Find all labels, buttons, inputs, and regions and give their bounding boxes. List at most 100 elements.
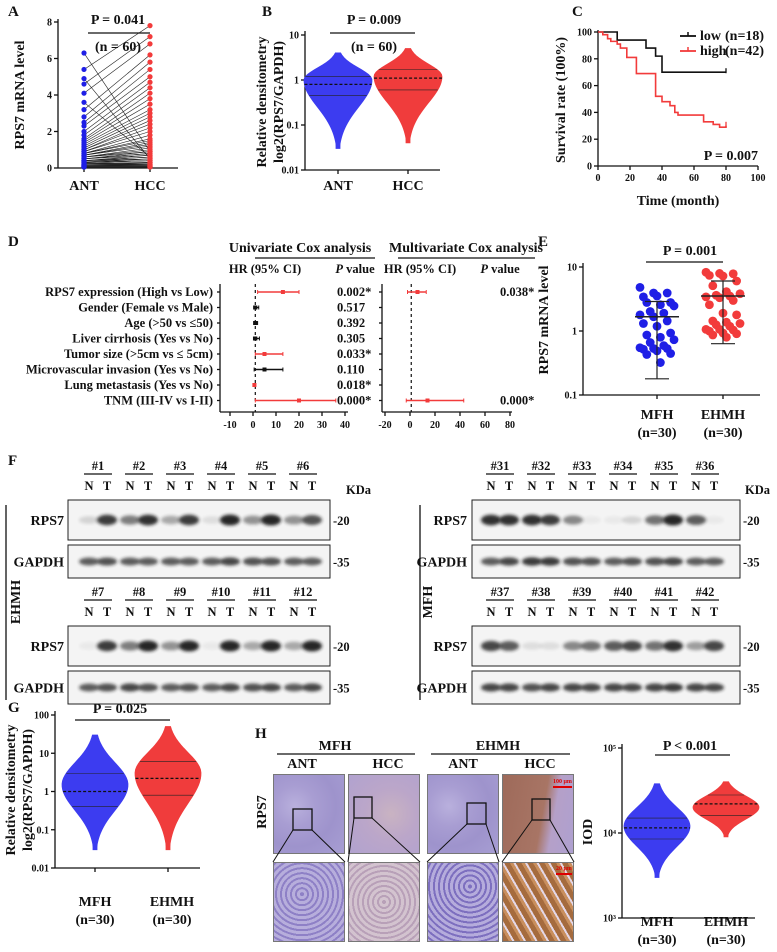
kda-label-left: KDa [346,483,372,497]
panel-c-y-tick-label: 40 [582,108,592,119]
data-point-mfh [669,335,679,345]
data-point-hcc [147,117,153,124]
panel-h-xlabel-mfh: MFH [641,915,674,930]
data-point-ehmh [705,300,714,310]
panel-b-ylabel-2: log2(RPS7/GAPDH) [272,41,287,163]
univariate-p-value: 0.033* [337,347,371,361]
blot-band [645,641,665,651]
blot-band [540,683,560,692]
pair-line [83,81,151,132]
panel-h-ylabel: IOD [581,819,596,845]
blot-band [261,557,281,566]
blot-band [202,683,222,692]
p-italic: P [480,262,488,276]
pair-line [83,109,151,145]
data-point-hcc [147,90,153,96]
legend-high-n: (n=42) [725,44,764,59]
ihc-image-mfh-ant [273,774,345,854]
data-point-ehmh [732,329,741,339]
blot-band [243,641,263,651]
panel-a-y-tick-label: 6 [47,54,52,65]
blot-band [481,557,501,566]
blot-band [120,641,140,651]
p-value-word: value [488,262,520,276]
panel-e-xsub-mfh: (n=30) [637,426,676,441]
panel-g-ylabel-2: log2(RPS7/GAPDH) [21,729,36,851]
data-point-mfh [656,358,665,367]
lane-label-n: N [568,605,577,619]
blot-band [302,515,322,525]
violin-ehmh [692,781,760,838]
data-point-ant [81,123,87,129]
pair-line [83,43,151,94]
p-italic: P [335,262,343,276]
lane-label-n: N [568,479,577,493]
blot-band [704,557,724,566]
data-point-mfh [642,330,652,340]
panel-e-y-tick-label: 10 [567,263,577,274]
ihc-image-ehmh-ant [427,774,499,854]
legend-high-label: high [700,44,727,59]
blot-band [79,516,99,524]
lane-label-n: N [166,479,175,493]
blot-band [220,640,240,652]
sample-label: #3 [174,459,187,473]
multivariate-x-tick-label: 60 [480,420,490,431]
blot-band [161,683,181,692]
violin-hcc [373,48,443,144]
pair-line [83,54,151,110]
blot-band [261,640,281,652]
pair-line [83,103,151,143]
violin-ant [303,52,373,149]
pair-line [83,147,151,158]
blot-band [220,557,240,566]
data-point-hcc [147,41,153,47]
panel-h-pvalue: P < 0.001 [663,739,717,754]
panel-g-pvalue: P = 0.025 [93,702,147,717]
univariate-x-tick-label: 40 [340,420,350,431]
data-point-ehmh [722,332,731,342]
pair-line [83,112,151,147]
multivariate-x-tick-label: -20 [378,420,391,431]
blot-band [202,557,222,566]
lane-label-n: N [84,605,93,619]
blot-band [645,515,665,525]
panel-h-y-tick-label: 10⁵ [603,744,616,755]
panel-label-h: H [255,726,267,742]
blot-band [481,640,501,652]
pair-line [83,156,151,161]
lane-label-t: T [308,605,317,619]
panel-h-xsub-ehmh: (n=30) [706,933,745,948]
data-point-mfh [669,301,679,311]
multivariate-p-value: 0.038* [500,285,534,299]
panel-a-y-tick-label: 4 [47,91,52,102]
multivariate-hr-point [425,398,430,403]
lane-label-n: N [609,605,618,619]
data-point-hcc [147,23,153,29]
panel-g-xlabel-ehmh: EHMH [150,895,194,910]
blot-band [604,683,624,692]
sample-label: #36 [696,459,715,473]
pair-line [83,131,151,152]
blot-band [120,515,140,525]
panel-c-x-tick-label: 100 [751,173,766,184]
data-point-hcc [147,52,153,58]
panel-c-x-tick-label: 0 [596,173,601,184]
ihc-col-hcc-ehmh: HCC [524,757,555,772]
blot-band [563,515,583,525]
panel-c-ylabel: Survival rate (100%) [554,37,569,163]
lane-label-t: T [505,605,514,619]
sample-label: #41 [655,585,674,599]
forest-row-label: Age (>50 vs ≤50) [124,316,213,330]
lane-label-n: N [207,479,216,493]
panel-h-xlabel-ehmh: EHMH [704,915,748,930]
panel-label-c: C [572,4,583,20]
blot-band [704,516,724,524]
panel-h-y-tick-label: 10³ [603,914,616,925]
blot-band [161,515,181,525]
ihc-col-hcc-mfh: HCC [372,757,403,772]
data-point-ant [81,99,87,105]
forest-row-label: TNM (III-IV vs I-II) [104,394,213,408]
lane-label-n: N [125,605,134,619]
blot-band [622,640,642,652]
